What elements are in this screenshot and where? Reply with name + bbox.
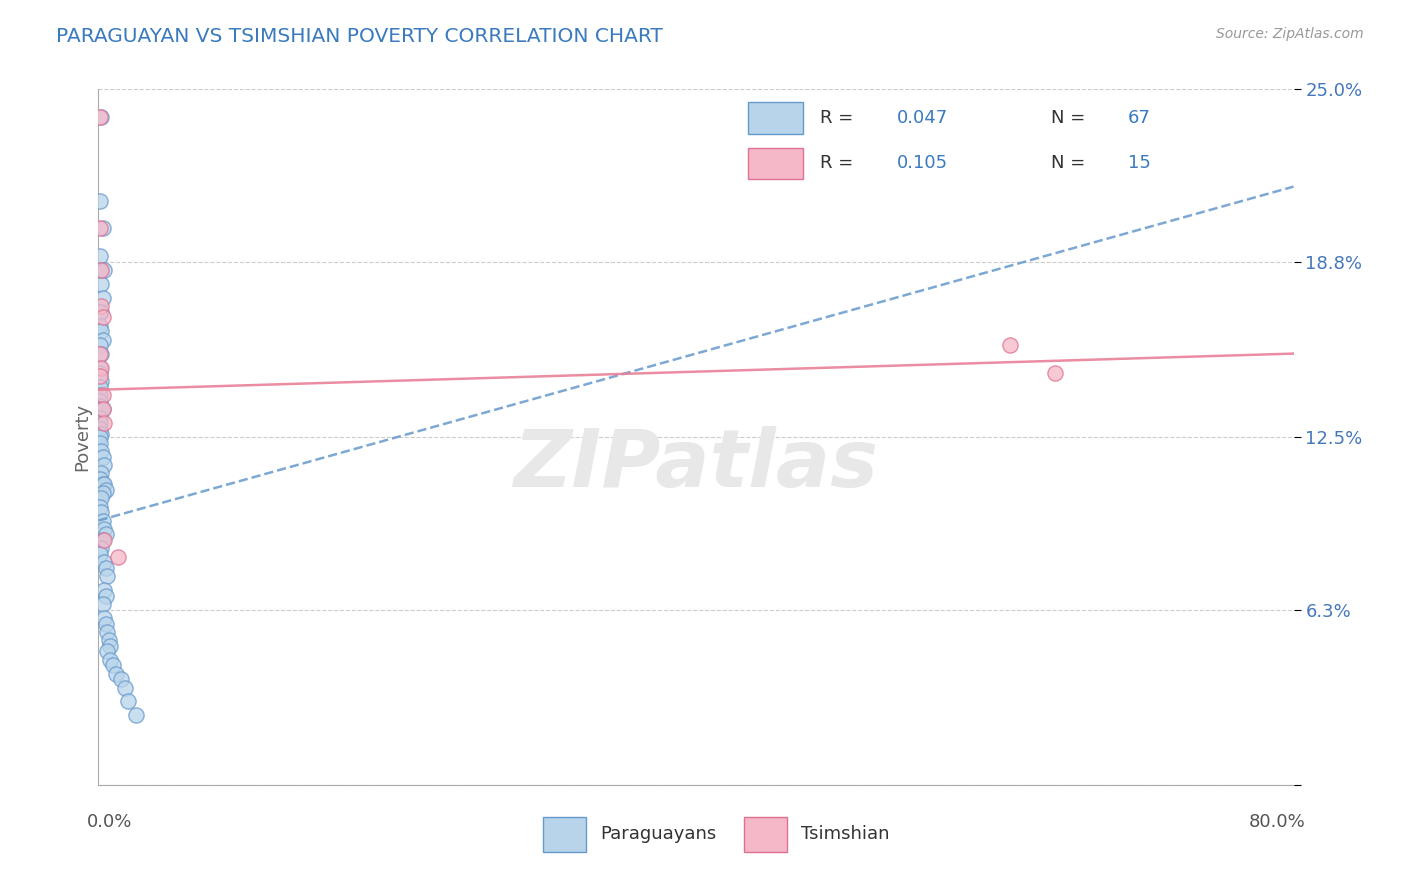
Point bbox=[91, 477, 114, 491]
Point bbox=[93, 555, 115, 569]
Point bbox=[90, 505, 112, 519]
Point bbox=[90, 277, 112, 291]
Point bbox=[107, 549, 129, 564]
Text: ZIPatlas: ZIPatlas bbox=[513, 425, 879, 504]
Point bbox=[89, 318, 111, 333]
Point bbox=[89, 435, 111, 450]
Point bbox=[90, 427, 112, 442]
Point bbox=[89, 430, 111, 444]
Point bbox=[90, 305, 112, 319]
Point bbox=[89, 400, 111, 414]
Point bbox=[94, 561, 117, 575]
Point bbox=[89, 416, 111, 430]
Point bbox=[89, 194, 111, 208]
Point bbox=[93, 533, 115, 547]
Point bbox=[117, 694, 139, 708]
Text: 80.0%: 80.0% bbox=[1249, 813, 1306, 830]
Point bbox=[89, 547, 111, 561]
Point bbox=[93, 458, 115, 472]
Point bbox=[114, 681, 136, 695]
Point bbox=[90, 360, 112, 375]
Point bbox=[90, 346, 112, 360]
Point bbox=[93, 477, 115, 491]
Point bbox=[90, 541, 112, 556]
Point bbox=[89, 380, 111, 394]
Point bbox=[96, 569, 118, 583]
Point bbox=[91, 402, 114, 417]
Point bbox=[89, 305, 111, 319]
Text: PARAGUAYAN VS TSIMSHIAN POVERTY CORRELATION CHART: PARAGUAYAN VS TSIMSHIAN POVERTY CORRELAT… bbox=[56, 27, 664, 45]
Point bbox=[105, 666, 128, 681]
Point bbox=[89, 221, 111, 235]
Point bbox=[91, 221, 114, 235]
Point bbox=[91, 450, 114, 464]
Point bbox=[89, 422, 111, 436]
Point bbox=[1043, 366, 1066, 380]
Point bbox=[998, 338, 1021, 352]
Point bbox=[91, 597, 114, 611]
Point bbox=[89, 338, 111, 352]
Y-axis label: Poverty: Poverty bbox=[73, 403, 91, 471]
Point bbox=[91, 310, 114, 325]
Point bbox=[89, 388, 111, 402]
Point bbox=[94, 589, 117, 603]
Point bbox=[91, 485, 114, 500]
Point bbox=[89, 360, 111, 375]
Point bbox=[89, 393, 111, 408]
Point bbox=[91, 388, 114, 402]
Point bbox=[91, 514, 114, 528]
Point bbox=[89, 346, 111, 360]
Point bbox=[103, 658, 125, 673]
Point bbox=[90, 467, 112, 481]
Point bbox=[90, 491, 112, 506]
Point bbox=[89, 368, 111, 383]
Point bbox=[94, 527, 117, 541]
Point bbox=[90, 444, 112, 458]
Point bbox=[93, 416, 115, 430]
Point bbox=[125, 708, 148, 723]
Point bbox=[93, 263, 115, 277]
Point bbox=[91, 402, 114, 417]
Point bbox=[94, 483, 117, 497]
Point bbox=[93, 522, 115, 536]
Point bbox=[90, 402, 112, 417]
Point bbox=[98, 653, 122, 667]
Point bbox=[89, 500, 111, 514]
Point bbox=[91, 291, 114, 305]
Text: 0.0%: 0.0% bbox=[87, 813, 132, 830]
Point bbox=[96, 624, 118, 639]
Point bbox=[93, 611, 115, 625]
Point bbox=[89, 110, 111, 124]
Point bbox=[90, 299, 112, 313]
Point bbox=[89, 263, 111, 277]
Point bbox=[91, 533, 114, 547]
Point bbox=[90, 110, 112, 124]
Point bbox=[93, 583, 115, 598]
Point bbox=[91, 333, 114, 347]
Point bbox=[94, 616, 117, 631]
Point bbox=[89, 472, 111, 486]
Point bbox=[89, 366, 111, 380]
Point bbox=[90, 263, 112, 277]
Point bbox=[89, 249, 111, 263]
Point bbox=[97, 633, 120, 648]
Point bbox=[98, 639, 122, 653]
Point bbox=[90, 324, 112, 338]
Point bbox=[89, 410, 111, 425]
Point bbox=[96, 644, 118, 658]
Text: Source: ZipAtlas.com: Source: ZipAtlas.com bbox=[1216, 27, 1364, 41]
Point bbox=[90, 375, 112, 389]
Point bbox=[110, 672, 132, 686]
